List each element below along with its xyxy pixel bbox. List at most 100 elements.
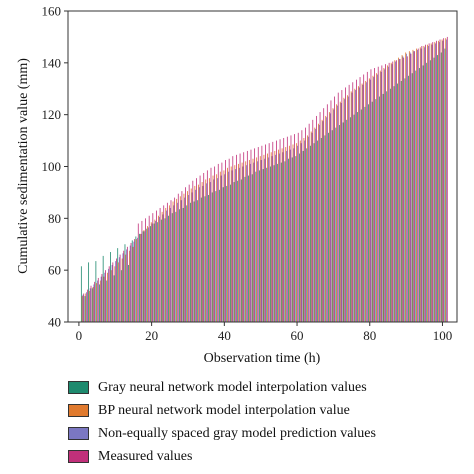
bar-measured-13 xyxy=(126,246,128,322)
bar-measured-74 xyxy=(348,84,350,322)
bar-non-equally-gray-83 xyxy=(380,71,382,323)
bar-gray-neural-77 xyxy=(357,112,359,322)
bar-bp-neural-47 xyxy=(248,160,250,322)
bar-measured-52 xyxy=(268,143,270,322)
bar-bp-neural-53 xyxy=(270,152,272,322)
bar-measured-77 xyxy=(359,77,361,322)
bar-gray-neural-7 xyxy=(102,255,104,322)
bar-non-equally-gray-32 xyxy=(195,189,197,322)
bar-bp-neural-19 xyxy=(147,226,148,322)
bar-measured-45 xyxy=(243,152,245,322)
bar-non-equally-gray-80 xyxy=(369,79,371,323)
bar-non-equally-gray-29 xyxy=(184,197,186,322)
bar-non-equally-gray-43 xyxy=(235,169,237,322)
bar-gray-neural-17 xyxy=(139,233,140,322)
bar-measured-73 xyxy=(345,87,346,322)
bar-measured-66 xyxy=(319,112,321,322)
y-axis-title: Cumulative sedimentation value (mm) xyxy=(16,58,31,274)
bar-non-equally-gray-10 xyxy=(115,261,117,322)
bar-measured-28 xyxy=(181,191,183,322)
bar-measured-57 xyxy=(286,136,288,322)
bar-bp-neural-90 xyxy=(405,52,407,322)
bar-non-equally-gray-18 xyxy=(144,231,146,322)
legend-label-bp-neural: BP neural network model interpolation va… xyxy=(98,402,350,418)
bar-bp-neural-61 xyxy=(299,140,301,322)
bar-gray-neural-23 xyxy=(160,219,162,322)
bar-non-equally-gray-98 xyxy=(435,43,436,323)
bar-gray-neural-64 xyxy=(309,145,311,322)
bar-measured-59 xyxy=(294,134,295,322)
bar-gray-neural-70 xyxy=(331,130,333,322)
bar-measured-61 xyxy=(301,130,303,322)
bar-non-equally-gray-75 xyxy=(351,92,353,322)
bar-measured-23 xyxy=(163,205,165,323)
bar-bp-neural-3 xyxy=(89,290,90,322)
bar-bp-neural-55 xyxy=(278,149,279,322)
bar-gray-neural-20 xyxy=(150,226,151,322)
bar-bp-neural-8 xyxy=(107,272,108,322)
bar-non-equally-gray-70 xyxy=(333,109,335,322)
bar-measured-16 xyxy=(137,223,139,322)
bar-measured-9 xyxy=(112,262,114,322)
bar-measured-38 xyxy=(217,163,219,322)
bar-bp-neural-93 xyxy=(416,48,418,322)
bar-bp-neural-33 xyxy=(198,184,199,322)
bar-measured-1 xyxy=(83,293,85,322)
bar-non-equally-gray-52 xyxy=(267,157,269,322)
bar-bp-neural-6 xyxy=(99,280,101,322)
legend-label-gray-neural: Gray neural network model interpolation … xyxy=(98,379,367,395)
y-tick-label: 40 xyxy=(48,315,61,330)
bar-non-equally-gray-71 xyxy=(337,105,338,322)
bar-measured-34 xyxy=(203,172,205,322)
bar-measured-78 xyxy=(363,74,365,322)
bar-gray-neural-27 xyxy=(175,211,177,322)
bar-gray-neural-97 xyxy=(429,60,431,323)
bar-bp-neural-57 xyxy=(285,147,287,322)
bar-measured-96 xyxy=(428,43,430,323)
bar-gray-neural-18 xyxy=(142,231,144,322)
bar-gray-neural-85 xyxy=(386,91,388,322)
bar-non-equally-gray-54 xyxy=(275,154,277,322)
bar-measured-76 xyxy=(356,79,357,323)
bar-gray-neural-66 xyxy=(317,140,319,322)
bar-gray-neural-95 xyxy=(422,65,424,323)
bar-measured-40 xyxy=(225,160,226,322)
bar-non-equally-gray-45 xyxy=(242,166,244,322)
legend-label-measured: Measured values xyxy=(98,448,193,464)
legend-swatch-bp-neural xyxy=(68,404,89,417)
bar-gray-neural-40 xyxy=(222,187,224,322)
bar-measured-6 xyxy=(101,274,103,322)
bar-gray-neural-24 xyxy=(164,218,166,322)
y-tick-label: 60 xyxy=(48,263,61,278)
bar-bp-neural-35 xyxy=(205,179,207,322)
bar-gray-neural-37 xyxy=(211,192,213,322)
bar-measured-93 xyxy=(417,48,419,322)
legend-item-measured: Measured values xyxy=(68,445,376,468)
bar-bp-neural-17 xyxy=(139,233,141,322)
bar-non-equally-gray-41 xyxy=(227,171,229,322)
bar-non-equally-gray-69 xyxy=(329,113,331,323)
legend-swatch-measured xyxy=(68,450,89,463)
bar-measured-62 xyxy=(305,127,306,323)
bar-bp-neural-32 xyxy=(194,185,196,322)
bar-measured-92 xyxy=(414,51,415,323)
y-tick-label: 140 xyxy=(42,55,62,70)
bar-non-equally-gray-95 xyxy=(424,47,426,322)
bar-bp-neural-5 xyxy=(96,283,98,323)
bar-gray-neural-58 xyxy=(288,158,289,322)
bar-bp-neural-1 xyxy=(81,296,83,322)
bar-bp-neural-100 xyxy=(441,39,443,322)
bar-measured-18 xyxy=(145,218,146,322)
bar-non-equally-gray-51 xyxy=(264,158,266,322)
bar-gray-neural-19 xyxy=(146,228,148,322)
bar-bp-neural-30 xyxy=(187,191,188,322)
bar-measured-48 xyxy=(254,148,256,322)
bar-measured-64 xyxy=(312,119,314,322)
bar-measured-31 xyxy=(192,180,194,322)
bar-gray-neural-87 xyxy=(393,86,395,322)
bar-gray-neural-79 xyxy=(364,106,366,322)
bar-gray-neural-94 xyxy=(419,68,420,323)
y-tick-label: 120 xyxy=(42,107,62,122)
bar-bp-neural-72 xyxy=(339,101,341,323)
bar-measured-68 xyxy=(326,104,328,322)
